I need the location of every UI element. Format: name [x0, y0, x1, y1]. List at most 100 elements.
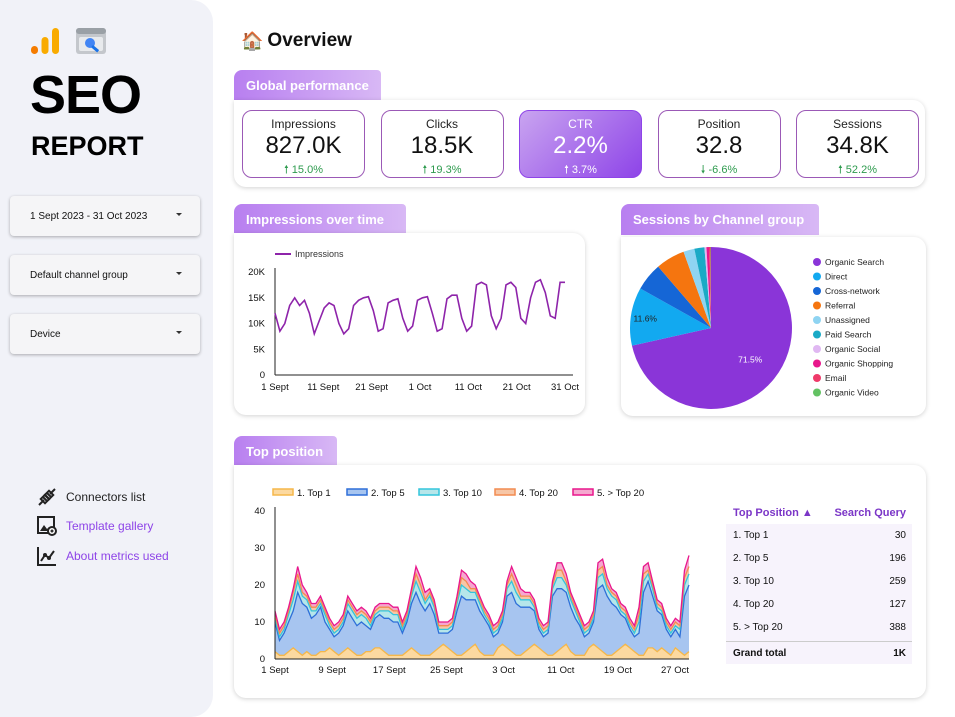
metrics-chart-icon [37, 547, 56, 566]
x-tick-label: 31 Oct [551, 382, 579, 393]
area-series-line [274, 579, 690, 643]
kpi-change: 🠕 15.0% [284, 164, 323, 176]
channel-group-filter[interactable]: Default channel group [10, 255, 200, 295]
pie-slice [706, 247, 711, 328]
x-tick-label: 1 Sept [261, 382, 289, 393]
pie-slice-label: 71.5% [738, 354, 763, 364]
legend-label: Paid Search [825, 330, 872, 340]
y-tick-label: 15K [248, 293, 266, 304]
report-subtitle: REPORT [31, 131, 144, 161]
table-row: 5. > Top 20 388 [726, 616, 912, 639]
search-console-logo [76, 28, 106, 54]
legend-swatch [572, 488, 594, 496]
y-tick-label: 0 [260, 370, 265, 381]
kpi-value: 34.8K [826, 132, 889, 159]
x-tick-label: 11 Oct [547, 665, 575, 676]
chevron-down-icon [176, 213, 182, 216]
kpi-card-clicks[interactable]: Clicks 18.5K 🠕 19.3% [380, 110, 504, 178]
arrow-up-icon: 🠕 [838, 164, 843, 176]
top-position-tab: Top position [234, 436, 337, 467]
row-label: 1. Top 1 [733, 530, 769, 541]
connectors-list-link[interactable]: Connectors list [36, 486, 145, 508]
kpi-change: 🠗 -6.6% [700, 164, 738, 176]
global-performance-tab: Global performance [234, 70, 381, 101]
table-header: Top Position ▲ Search Query [726, 500, 912, 524]
legend-dot [813, 345, 821, 353]
table-header-query[interactable]: Search Query [834, 507, 906, 519]
total-value: 1K [893, 647, 906, 659]
pie-slice-label: 11.6% [634, 313, 658, 323]
kpi-card-ctr[interactable]: CTR 2.2% 🠕 3.7% [519, 110, 642, 178]
chevron-down-icon [176, 331, 182, 334]
row-value: 388 [889, 622, 906, 633]
legend-dot [813, 330, 821, 339]
legend-dot [813, 301, 821, 310]
x-tick-label: 11 Sept [307, 382, 339, 393]
row-value: 259 [889, 576, 906, 587]
y-tick-label: 20K [248, 267, 266, 278]
pie-slice [631, 247, 792, 409]
about-metrics-label: About metrics used [66, 549, 169, 563]
device-filter[interactable]: Device [10, 314, 200, 354]
pie-slice [694, 247, 711, 328]
kpi-label: Position [697, 117, 741, 131]
table-row: 3. Top 10 259 [726, 570, 912, 593]
total-label: Grand total [733, 647, 787, 659]
area-series-line [274, 643, 690, 657]
row-value: 196 [889, 553, 906, 564]
kpi-change: 🠕 19.3% [422, 164, 462, 176]
x-tick-label: 11 Oct [455, 382, 483, 393]
kpi-value: 32.8 [695, 132, 743, 159]
x-tick-label: 27 Oct [661, 665, 689, 676]
kpi-value: 18.5K [410, 132, 474, 159]
kpi-card-impressions[interactable]: Impressions 827.0K 🠕 15.0% [242, 110, 365, 178]
template-gallery-link[interactable]: Template gallery [36, 515, 153, 537]
impressions-tab: Impressions over time [234, 204, 406, 235]
top-position-table: Top Position ▲ Search Query 1. Top 1 30 2.… [726, 500, 912, 664]
legend-dot [813, 374, 821, 382]
legend-swatch [272, 488, 294, 496]
y-tick-label: 10 [254, 617, 265, 628]
sessions-tab: Sessions by Channel group [621, 204, 819, 235]
pie-slice [658, 251, 711, 328]
kpi-value: 827.0K [265, 132, 342, 159]
kpi-card-position[interactable]: Position 32.8 🠗 -6.6% [657, 110, 781, 178]
legend-label: Organic Shopping [825, 359, 893, 369]
area-fill [275, 573, 689, 641]
legend-label: Impressions [295, 249, 344, 259]
x-tick-label: 3 Oct [492, 665, 515, 676]
page-title-text: Overview [267, 30, 352, 51]
channel-group-label: Default channel group [30, 269, 128, 281]
date-range-filter[interactable]: 1 Sept 2023 - 31 Oct 2023 [10, 196, 200, 236]
about-metrics-link[interactable]: About metrics used [36, 545, 169, 567]
table-total-row: Grand total 1K [726, 641, 912, 664]
legend-label: Email [825, 373, 846, 383]
sessions-pie-chart: 71.5% Organic Search 11.6% Direct Cross-netw… [630, 246, 893, 409]
legend-label: Unassigned [825, 315, 870, 325]
impressions-line-chart: Impressions 0 5K 10K 15K 20K 1 Sept 11 Sept 21 S… [248, 249, 579, 393]
x-tick-label: 1 Oct [409, 382, 432, 393]
y-tick-label: 10K [248, 319, 266, 330]
row-value: 30 [894, 530, 906, 541]
top-position-area-chart: 1. Top 1 2. Top 5 3. Top 10 4. Top 20 5. > T… [254, 488, 690, 676]
google-analytics-logo [31, 28, 59, 54]
legend-dot [813, 388, 821, 397]
table-row: 2. Top 5 196 [726, 547, 912, 570]
kpi-label: Clicks [426, 117, 458, 131]
legend-swatch [494, 488, 516, 496]
pie-slice [683, 248, 711, 328]
legend-swatch [418, 488, 440, 496]
legend-dot [813, 316, 821, 324]
connectors-list-label: Connectors list [66, 490, 146, 504]
table-row: 4. Top 20 127 [726, 593, 912, 616]
row-value: 127 [889, 599, 906, 610]
x-tick-label: 17 Sept [373, 665, 406, 676]
legend-label: Cross-network [825, 286, 881, 296]
pie-slice [630, 288, 711, 346]
area-fill [275, 581, 689, 656]
connector-plug-icon [38, 488, 56, 506]
kpi-card-sessions[interactable]: Sessions 34.8K 🠕 52.2% [796, 110, 919, 178]
table-header-position[interactable]: Top Position ▲ [733, 507, 813, 519]
x-tick-label: 21 Oct [503, 382, 531, 393]
legend-label: Direct [825, 272, 848, 282]
